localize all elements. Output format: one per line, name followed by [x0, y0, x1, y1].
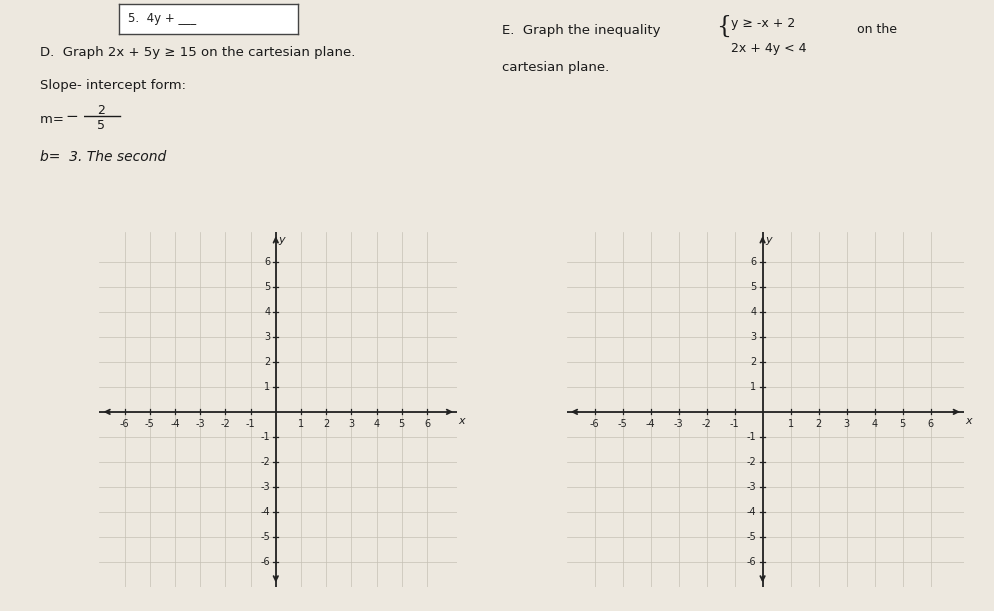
Text: -6: -6: [260, 557, 270, 566]
Text: -2: -2: [221, 419, 231, 429]
Text: 2: 2: [750, 357, 756, 367]
Text: -6: -6: [589, 419, 599, 429]
Text: 2: 2: [323, 419, 329, 429]
Text: -2: -2: [746, 457, 756, 467]
Text: 2: 2: [97, 104, 104, 117]
Text: b=  3. The second: b= 3. The second: [40, 150, 166, 164]
Text: 6: 6: [423, 419, 430, 429]
Text: -4: -4: [646, 419, 655, 429]
Text: 4: 4: [264, 307, 270, 317]
Text: -3: -3: [674, 419, 684, 429]
Text: 2x + 4y < 4: 2x + 4y < 4: [731, 42, 806, 54]
Text: 4: 4: [374, 419, 380, 429]
Text: E.  Graph the inequality: E. Graph the inequality: [502, 24, 665, 37]
Text: -2: -2: [702, 419, 712, 429]
Text: y ≥ -x + 2: y ≥ -x + 2: [731, 17, 795, 30]
Text: 5: 5: [96, 119, 105, 132]
Text: 2: 2: [264, 357, 270, 367]
Text: 3: 3: [348, 419, 355, 429]
Text: -5: -5: [746, 532, 756, 541]
Text: 1: 1: [264, 382, 270, 392]
Text: -1: -1: [730, 419, 740, 429]
Text: -4: -4: [746, 507, 756, 517]
Text: -5: -5: [260, 532, 270, 541]
Text: 6: 6: [750, 257, 756, 267]
Text: cartesian plane.: cartesian plane.: [502, 61, 609, 74]
Text: -1: -1: [746, 432, 756, 442]
Text: -4: -4: [260, 507, 270, 517]
Text: 1: 1: [787, 419, 793, 429]
Text: -1: -1: [246, 419, 255, 429]
Text: 5: 5: [900, 419, 906, 429]
Text: x: x: [965, 415, 972, 426]
Text: -5: -5: [617, 419, 627, 429]
Text: 6: 6: [264, 257, 270, 267]
Text: on the: on the: [857, 23, 897, 36]
Text: 3: 3: [844, 419, 850, 429]
Text: -6: -6: [746, 557, 756, 566]
Text: y: y: [278, 235, 284, 244]
Text: m=: m=: [40, 113, 68, 126]
Text: 1: 1: [750, 382, 756, 392]
Text: 2: 2: [815, 419, 822, 429]
Text: 6: 6: [927, 419, 933, 429]
Text: 4: 4: [750, 307, 756, 317]
Text: 1: 1: [298, 419, 304, 429]
Text: x: x: [458, 415, 465, 426]
Text: 5: 5: [264, 282, 270, 292]
Text: 5.  4y + ___: 5. 4y + ___: [128, 12, 197, 26]
Text: 3: 3: [750, 332, 756, 342]
Text: -3: -3: [196, 419, 205, 429]
Text: 4: 4: [872, 419, 878, 429]
Text: -5: -5: [145, 419, 155, 429]
Text: 5: 5: [399, 419, 405, 429]
Text: -3: -3: [746, 481, 756, 492]
Text: -3: -3: [260, 481, 270, 492]
Text: 5: 5: [750, 282, 756, 292]
Text: -6: -6: [120, 419, 129, 429]
Text: {: {: [716, 15, 731, 38]
Text: -4: -4: [170, 419, 180, 429]
Text: y: y: [765, 235, 772, 244]
Text: -1: -1: [260, 432, 270, 442]
Text: -2: -2: [260, 457, 270, 467]
Text: −: −: [66, 109, 79, 123]
Text: 3: 3: [264, 332, 270, 342]
Text: D.  Graph 2x + 5y ≥ 15 on the cartesian plane.: D. Graph 2x + 5y ≥ 15 on the cartesian p…: [40, 46, 355, 59]
Text: Slope- intercept form:: Slope- intercept form:: [40, 79, 190, 92]
